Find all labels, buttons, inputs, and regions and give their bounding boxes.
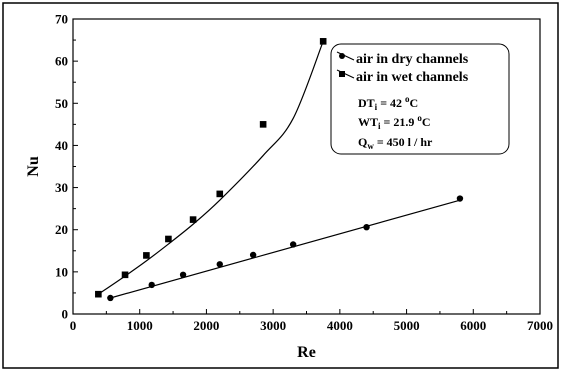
annotation-dt-unit: C — [410, 96, 419, 110]
point-wet — [216, 190, 224, 198]
y-axis-title: Nu — [25, 156, 42, 177]
y-tick-label: 60 — [55, 54, 68, 69]
y-tick-label: 70 — [55, 12, 68, 27]
y-tick-label: 10 — [55, 264, 68, 279]
fit-lines — [98, 41, 461, 299]
x-tick-label: 4000 — [327, 318, 353, 333]
legend: air in dry channels air in wet channels … — [330, 43, 510, 155]
legend-box — [330, 43, 510, 155]
point-dry — [148, 281, 155, 289]
point-dry — [456, 195, 464, 202]
y-tick-label: 30 — [55, 180, 68, 195]
point-dry — [363, 223, 370, 231]
point-wet — [95, 290, 102, 298]
x-tick-label: 7000 — [527, 318, 553, 333]
y-tick-label: 20 — [55, 222, 68, 237]
annotation-wt-main: WT — [358, 115, 378, 129]
axis-ticks: 0 1000 2000 3000 4000 5000 6000 7000 0 10 20 30 40 50… — [55, 12, 553, 334]
fit-line-dry — [110, 199, 461, 299]
x-tick-label: 6000 — [460, 318, 486, 333]
point-dry — [107, 294, 114, 302]
point-dry — [249, 251, 257, 259]
y-tick-label: 50 — [55, 96, 68, 111]
annotation-dt-sup: o — [405, 94, 410, 104]
annotation-wt: WTi = 21.9 oC — [358, 113, 431, 131]
x-tick-label: 0 — [70, 318, 77, 333]
point-dry — [179, 271, 187, 279]
x-tick-label: 3000 — [260, 318, 286, 333]
point-wet — [259, 121, 267, 128]
fit-line-wet — [98, 41, 324, 295]
legend-marker-dry — [339, 53, 345, 59]
point-wet — [319, 38, 327, 45]
x-tick-label: 1000 — [127, 318, 153, 333]
data-points — [95, 38, 464, 302]
outer-frame — [2, 2, 559, 369]
annotation-dt: DTi = 42 oC — [358, 94, 418, 112]
point-dry — [289, 241, 297, 248]
legend-label-dry: air in dry channels — [356, 52, 469, 67]
point-wet — [189, 216, 197, 223]
annotation-qw-sub: w — [367, 141, 374, 151]
point-dry — [216, 261, 223, 268]
point-wet — [121, 271, 129, 279]
x-tick-label: 5000 — [394, 318, 420, 333]
y-tick-label: 0 — [62, 307, 69, 322]
point-wet — [143, 252, 150, 259]
x-axis-title: Re — [297, 344, 316, 361]
annotation-dt-sub: i — [375, 102, 378, 112]
annotation-qw-rest: = 450 l / hr — [374, 135, 433, 149]
annotation-qw-main: Q — [358, 135, 367, 149]
annotation-wt-unit: C — [422, 115, 431, 129]
legend-label-wet: air in wet channels — [356, 70, 469, 85]
legend-marker-wet — [339, 71, 345, 77]
legend-line-dry — [336, 51, 355, 61]
annotation-wt-sub: i — [378, 121, 381, 131]
y-tick-label: 40 — [55, 138, 68, 153]
x-tick-label: 2000 — [193, 318, 219, 333]
annotation-wt-rest: = 21.9 — [381, 115, 418, 129]
annotation-dt-rest: = 42 — [377, 96, 405, 110]
point-wet — [165, 235, 172, 243]
annotation-wt-sup: o — [417, 113, 422, 123]
annotation-dt-main: DT — [358, 96, 375, 110]
annotation-qw: Qw = 450 l / hr — [358, 135, 433, 151]
